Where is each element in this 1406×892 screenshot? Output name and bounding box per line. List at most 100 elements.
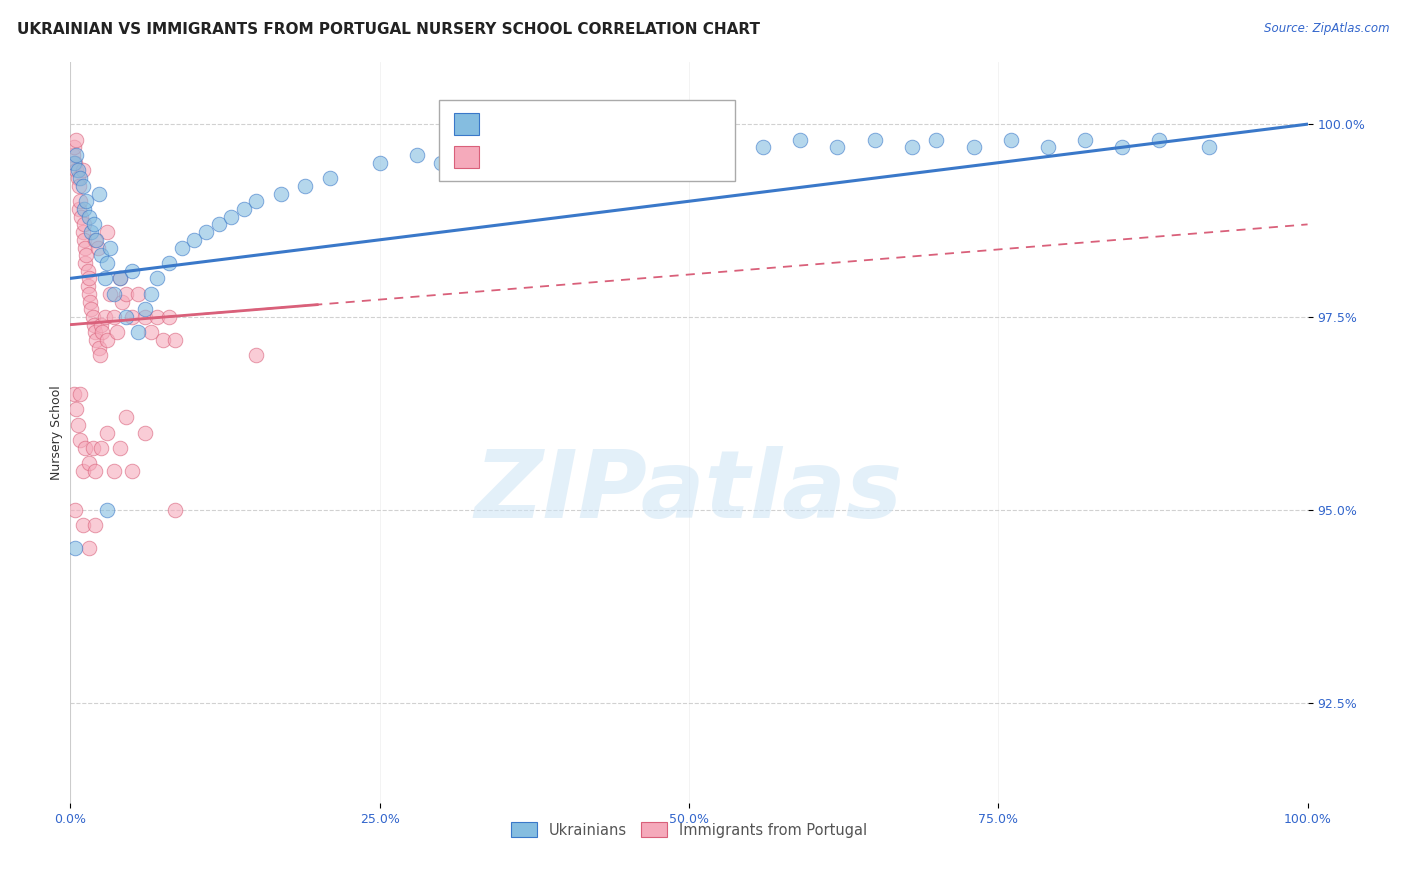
Point — [84, 464, 107, 478]
Point — [84, 333, 107, 347]
Point — [900, 140, 922, 154]
Point — [1074, 132, 1097, 146]
Point — [139, 286, 162, 301]
Point — [146, 271, 169, 285]
Point — [529, 148, 551, 162]
Point — [219, 210, 242, 224]
Point — [294, 178, 316, 193]
Point — [69, 194, 91, 209]
Point — [87, 186, 110, 201]
Point — [183, 233, 205, 247]
Point — [69, 171, 91, 186]
Point — [714, 148, 737, 162]
Point — [91, 326, 114, 340]
Point — [115, 286, 138, 301]
Point — [72, 518, 94, 533]
Point — [77, 271, 100, 285]
Point — [73, 202, 96, 216]
Point — [1147, 132, 1170, 146]
Point — [105, 326, 128, 340]
Point — [72, 163, 94, 178]
Point — [84, 326, 107, 340]
Point — [579, 132, 602, 146]
Legend: Ukrainians, Immigrants from Portugal: Ukrainians, Immigrants from Portugal — [505, 816, 873, 844]
Point — [69, 434, 91, 448]
Point — [127, 326, 149, 340]
Point — [83, 218, 105, 232]
Point — [65, 163, 87, 178]
Point — [157, 310, 180, 324]
Point — [63, 155, 86, 169]
Point — [121, 464, 143, 478]
Point — [66, 417, 89, 432]
Point — [1000, 132, 1022, 146]
Point — [115, 310, 138, 324]
Point — [75, 248, 97, 262]
Point — [86, 240, 108, 254]
Point — [232, 202, 254, 216]
Point — [108, 271, 131, 285]
Point — [121, 263, 143, 277]
Y-axis label: Nursery School: Nursery School — [51, 385, 63, 480]
Point — [90, 441, 112, 455]
Point — [63, 140, 86, 154]
Point — [84, 518, 107, 533]
Text: ZIPatlas: ZIPatlas — [475, 446, 903, 538]
Point — [165, 502, 187, 516]
Point — [752, 140, 775, 154]
Point — [111, 294, 134, 309]
Point — [962, 140, 984, 154]
Point — [103, 286, 125, 301]
Point — [84, 233, 107, 247]
Point — [65, 502, 87, 516]
Text: R = 0.436   N = 62: R = 0.436 N = 62 — [488, 115, 658, 133]
Point — [554, 140, 576, 154]
Point — [66, 171, 89, 186]
Point — [63, 387, 86, 401]
Point — [98, 240, 121, 254]
Point — [134, 425, 156, 440]
Point — [77, 457, 100, 471]
Point — [89, 349, 111, 363]
Point — [94, 310, 117, 324]
Point — [82, 441, 104, 455]
Point — [65, 402, 87, 417]
Point — [94, 271, 117, 285]
Point — [96, 225, 118, 239]
Point — [96, 425, 118, 440]
Point — [84, 233, 107, 247]
Point — [65, 132, 87, 146]
Point — [65, 155, 87, 169]
Point — [96, 333, 118, 347]
Point — [75, 441, 97, 455]
Point — [157, 256, 180, 270]
Point — [76, 279, 98, 293]
Point — [98, 286, 121, 301]
Point — [467, 140, 489, 154]
Point — [678, 132, 700, 146]
Point — [72, 178, 94, 193]
Point — [319, 171, 342, 186]
Point — [72, 225, 94, 239]
Point — [152, 333, 174, 347]
Point — [245, 194, 267, 209]
Point — [103, 464, 125, 478]
Point — [96, 256, 118, 270]
Point — [83, 318, 105, 332]
Point — [73, 233, 96, 247]
Point — [80, 225, 103, 239]
Point — [208, 218, 231, 232]
Point — [77, 210, 100, 224]
Point — [127, 286, 149, 301]
Point — [1111, 140, 1133, 154]
Point — [146, 310, 169, 324]
Point — [925, 132, 948, 146]
Text: Source: ZipAtlas.com: Source: ZipAtlas.com — [1264, 22, 1389, 36]
Point — [75, 240, 97, 254]
Point — [77, 286, 100, 301]
Point — [67, 178, 90, 193]
Point — [73, 218, 96, 232]
Point — [65, 541, 87, 556]
Point — [170, 240, 193, 254]
Text: UKRAINIAN VS IMMIGRANTS FROM PORTUGAL NURSERY SCHOOL CORRELATION CHART: UKRAINIAN VS IMMIGRANTS FROM PORTUGAL NU… — [17, 22, 759, 37]
